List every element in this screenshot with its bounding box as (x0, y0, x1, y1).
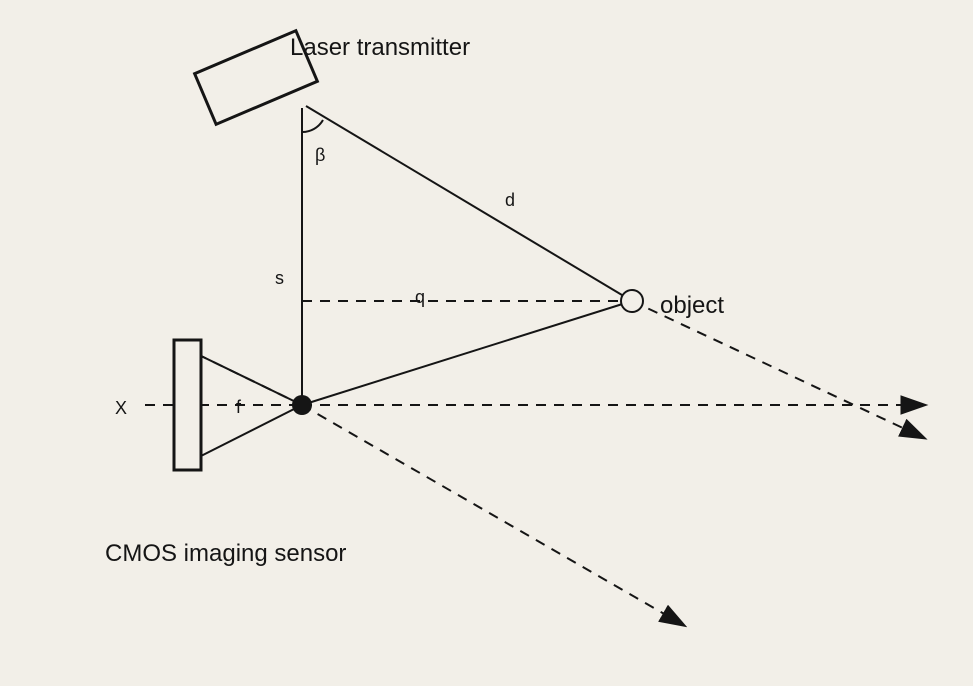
cmos-sensor-shape (174, 340, 201, 470)
s-label: s (275, 268, 284, 289)
f-label: f (236, 397, 241, 418)
laser-transmitter-label: Laser transmitter (290, 34, 470, 62)
x-label: X (115, 398, 127, 419)
q-label: q (415, 287, 425, 308)
beta-angle-arc (302, 120, 323, 132)
object-node (621, 290, 643, 312)
diagram-canvas (0, 0, 973, 686)
d-label: d (505, 190, 515, 211)
beta-label: β (315, 145, 325, 166)
object-label: object (660, 292, 724, 320)
cmos-sensor-label: CMOS imaging sensor (105, 540, 346, 568)
lens-node (292, 395, 312, 415)
